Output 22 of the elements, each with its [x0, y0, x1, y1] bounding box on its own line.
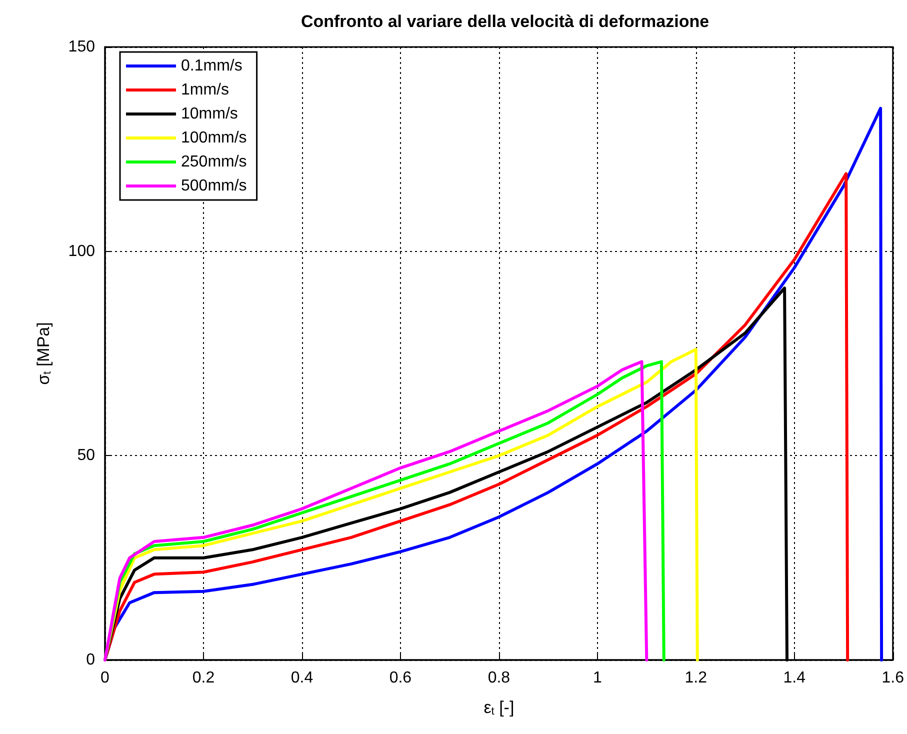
line-series	[104, 172, 850, 662]
x-tick-label: 1.4	[783, 670, 806, 686]
x-tick-label: 0.6	[389, 670, 412, 686]
x-tick-label: 0	[100, 670, 110, 686]
legend-label: 0.1mm/s	[181, 58, 242, 74]
legend-label: 10mm/s	[181, 106, 238, 122]
x-tick-label: 1	[592, 670, 602, 686]
y-tick-label: 0	[86, 652, 96, 668]
x-tick-label: 1.2	[684, 670, 708, 686]
legend-label: 250mm/s	[181, 154, 247, 170]
x-tick-label: 0.8	[488, 670, 510, 686]
legend-label: 500mm/s	[181, 178, 247, 194]
y-tick-label: 150	[68, 38, 96, 56]
x-tick-label: 1.6	[882, 670, 904, 686]
legend-label: 1mm/s	[181, 82, 229, 98]
x-tick-label: 0.2	[192, 670, 215, 686]
chart-title: Confronto al variare della velocità di deformazione	[300, 12, 710, 31]
x-tick-label: 0.4	[290, 670, 314, 686]
y-tick-label: 50	[77, 447, 96, 464]
y-tick-label: 100	[68, 242, 96, 260]
y-axis-title: σt [MPa]	[34, 322, 54, 385]
legend-label: 100mm/s	[181, 130, 247, 146]
